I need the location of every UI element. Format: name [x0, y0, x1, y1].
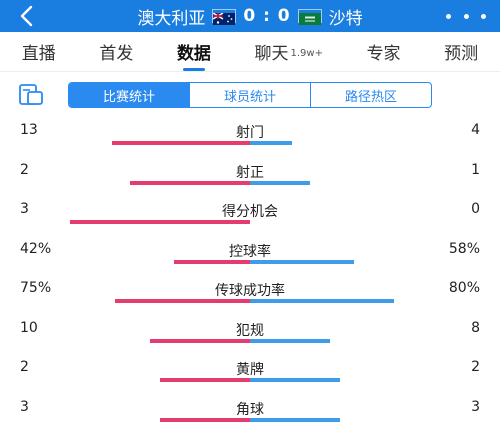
away-stat-value: 80%: [448, 280, 480, 296]
home-stat-value: 2: [20, 359, 29, 375]
away-stat-bar: [250, 141, 292, 145]
away-stat-value: 8: [471, 319, 480, 336]
home-stat-bar: [115, 299, 250, 303]
stat-row: 3 角球 3: [0, 397, 500, 437]
stat-name: 角球: [236, 401, 264, 418]
tab-label: 预测: [444, 44, 479, 64]
away-stat-bar: [250, 259, 354, 264]
home-stat-bar: [70, 220, 250, 224]
stat-row: 42% 控球率 58%: [0, 239, 500, 279]
away-stat-value: 4: [471, 122, 480, 138]
away-stat-value: 3: [471, 398, 480, 415]
tab-label: 直播: [21, 44, 56, 64]
tab-label: 数据: [176, 44, 211, 64]
match-title: 澳大利亚 0 : 0 沙特: [0, 0, 500, 32]
stats-list: 13 射门 4 2 射正 1 3 得分机会 0 42% 控球率 58% 75% 传球成功率 80% 10 犯规 8…: [0, 120, 500, 436]
home-team-name: 澳大利亚: [137, 8, 206, 29]
away-stat-bar: [250, 180, 310, 185]
away-stat-value: 58%: [448, 240, 480, 257]
stat-name: 射门: [236, 125, 264, 141]
tab-label: 专家: [366, 44, 401, 64]
away-stat-value: 1: [471, 161, 480, 178]
home-stat-bar: [130, 180, 250, 185]
away-stat-bar: [250, 299, 394, 303]
dot-icon: [463, 13, 469, 19]
away-team-name: 沙特: [328, 8, 363, 29]
away-stat-bar: [250, 378, 340, 382]
away-flag-icon: [297, 9, 322, 25]
main-tabs: 直播 首发 数据 聊天 1.9w+ 专家 预测: [0, 32, 500, 72]
chat-count-badge: 1.9w+: [290, 48, 323, 59]
subtab-match-stats[interactable]: 比赛统计: [69, 83, 190, 107]
subtab-heatmap[interactable]: 路径热区: [344, 89, 397, 105]
back-button[interactable]: [14, 4, 38, 28]
stat-name: 得分机会: [222, 204, 278, 220]
stat-row: 10 犯规 8: [0, 318, 500, 358]
stat-row: 3 得分机会 0: [0, 199, 500, 239]
match-score: 0 : 0: [243, 6, 291, 26]
away-stat-bar: [250, 417, 340, 422]
home-stat-bar: [174, 259, 250, 264]
stats-subtabs: 比赛统计 球员统计 路径热区: [68, 82, 432, 108]
tab-label: 首发: [99, 44, 134, 64]
more-menu-button[interactable]: [446, 8, 486, 24]
home-stat-value: 10: [20, 319, 38, 336]
away-stat-bar: [250, 338, 330, 343]
home-stat-bar: [150, 338, 250, 343]
home-stat-bar: [160, 378, 250, 382]
home-stat-value: 42%: [20, 240, 52, 257]
tab-predict[interactable]: 预测: [440, 32, 482, 72]
tab-data[interactable]: 数据: [173, 32, 215, 72]
match-header: 澳大利亚 0 : 0 沙特: [0, 0, 500, 32]
home-stat-value: 3: [20, 201, 29, 217]
stat-row: 2 射正 1: [0, 160, 500, 200]
home-stat-value: 75%: [20, 280, 52, 296]
home-stat-bar: [160, 417, 250, 422]
subtab-player-stats[interactable]: 球员统计: [190, 83, 311, 107]
stat-row: 13 射门 4: [0, 120, 500, 160]
chevron-left-icon: [20, 5, 33, 27]
home-stat-value: 3: [20, 398, 29, 415]
stat-name: 黄牌: [236, 362, 264, 378]
stat-name: 射正: [236, 164, 264, 181]
stat-row: 75% 传球成功率 80%: [0, 278, 500, 318]
stat-name: 传球成功率: [215, 283, 285, 299]
tab-experts[interactable]: 专家: [363, 32, 405, 72]
stat-name: 控球率: [229, 243, 271, 260]
share-doc-icon[interactable]: [18, 83, 46, 107]
tab-live[interactable]: 直播: [18, 32, 60, 72]
tab-chat[interactable]: 聊天 1.9w+: [251, 32, 327, 72]
home-stat-value: 13: [20, 122, 38, 138]
dot-icon: [446, 13, 451, 19]
stat-row: 2 黄牌 2: [0, 357, 500, 397]
home-stat-bar: [112, 141, 250, 145]
home-stat-value: 2: [20, 161, 29, 178]
tab-label: 聊天: [254, 44, 289, 64]
tab-lineup[interactable]: 首发: [95, 32, 137, 72]
stat-name: 犯规: [236, 322, 264, 339]
away-stat-value: 2: [471, 359, 480, 375]
dot-icon: [481, 13, 486, 19]
away-stat-value: 0: [471, 201, 480, 217]
home-flag-icon: [212, 9, 237, 25]
